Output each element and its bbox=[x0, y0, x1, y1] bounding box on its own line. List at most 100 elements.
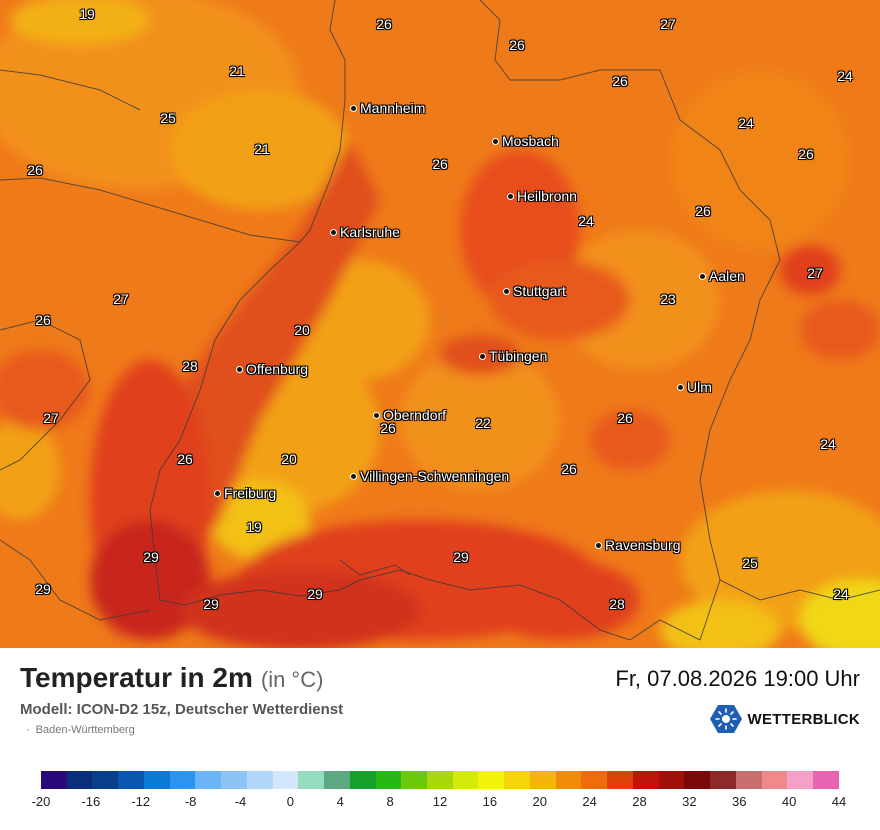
scale-swatch bbox=[118, 771, 144, 789]
scale-swatch bbox=[427, 771, 453, 789]
city-name: Ulm bbox=[687, 379, 712, 395]
temperature-value: 26 bbox=[35, 312, 51, 328]
scale-swatch bbox=[761, 771, 788, 789]
temperature-value: 26 bbox=[561, 461, 577, 477]
scale-swatch bbox=[504, 771, 530, 789]
city-dot-icon bbox=[479, 352, 486, 360]
unit-label: (in °C) bbox=[260, 667, 324, 692]
scale-swatch bbox=[41, 771, 67, 789]
brand-text: WETTERBLICK bbox=[747, 710, 860, 728]
temperature-value: 26 bbox=[509, 37, 525, 53]
scale-tick-label: -12 bbox=[131, 794, 151, 809]
scale-swatch bbox=[401, 771, 428, 789]
temperature-value: 29 bbox=[35, 581, 51, 597]
city-marker[interactable]: Aalen bbox=[699, 268, 745, 284]
temperature-value: 24 bbox=[578, 213, 594, 229]
scale-tick-label: 0 bbox=[286, 794, 294, 809]
scale-swatch bbox=[813, 771, 839, 789]
city-marker[interactable]: Villingen-Schwenningen bbox=[350, 468, 509, 484]
city-name: Freiburg bbox=[224, 485, 277, 501]
scale-swatch bbox=[478, 771, 505, 789]
city-dot-icon bbox=[214, 489, 221, 497]
city-marker[interactable]: Tübingen bbox=[479, 348, 547, 364]
temperature-value: 24 bbox=[820, 436, 836, 452]
scale-tick-label: 28 bbox=[632, 794, 647, 809]
scale-ticks: -20 -16 -12 -8 -4 0 4 8 12 16 20 24 28 32 36 40 44 bbox=[32, 794, 847, 812]
scale-swatch bbox=[581, 771, 608, 789]
scale-swatch bbox=[143, 771, 170, 789]
scale-tick-label: 12 bbox=[432, 794, 448, 809]
city-dot-icon bbox=[677, 383, 684, 391]
city-dot-icon bbox=[350, 104, 357, 112]
temperature-value: 29 bbox=[453, 549, 469, 565]
scale-tick-label: 32 bbox=[682, 794, 697, 809]
temperature-value: 24 bbox=[833, 586, 849, 602]
temperature-value: 27 bbox=[43, 410, 59, 426]
scale-tick-label: -8 bbox=[184, 794, 197, 809]
temperature-value: 28 bbox=[609, 596, 625, 612]
scale-swatch bbox=[272, 771, 299, 789]
city-name: Offenburg bbox=[246, 361, 309, 377]
temperature-value: 25 bbox=[742, 555, 758, 571]
scale-tick-label: -20 bbox=[31, 794, 51, 809]
temperature-value: 20 bbox=[281, 451, 297, 467]
city-marker[interactable]: Heilbronn bbox=[507, 188, 577, 204]
scale-tick-label: -16 bbox=[81, 794, 101, 809]
scale-swatch bbox=[246, 771, 273, 789]
temperature-map[interactable]: Mannheim Mosbach Heilbronn Karlsruhe Aalen St… bbox=[0, 0, 880, 648]
sun-hexagon-icon bbox=[709, 705, 742, 733]
city-marker[interactable]: Stuttgart bbox=[503, 283, 566, 299]
region-label: Baden-Württemberg bbox=[26, 724, 135, 736]
city-name: Mosbach bbox=[502, 133, 559, 149]
city-name: Villingen-Schwenningen bbox=[360, 468, 510, 484]
scale-swatch bbox=[92, 771, 119, 789]
city-marker[interactable]: Ravensburg bbox=[595, 537, 681, 553]
scale-swatch bbox=[607, 771, 633, 789]
city-dot-icon bbox=[373, 411, 380, 419]
temperature-value: 29 bbox=[307, 586, 323, 602]
scale-swatch bbox=[324, 771, 350, 789]
scale-tick-label: 40 bbox=[781, 794, 797, 809]
city-marker[interactable]: Karlsruhe bbox=[330, 224, 400, 240]
scale-tick-label: 16 bbox=[482, 794, 498, 809]
city-marker[interactable]: Mannheim bbox=[350, 100, 425, 116]
scale-swatch bbox=[632, 771, 659, 789]
city-dot-icon bbox=[595, 541, 602, 549]
brand-logo[interactable]: WETTERBLICK bbox=[709, 704, 860, 734]
scale-swatch bbox=[375, 771, 402, 789]
scale-swatch bbox=[684, 771, 711, 789]
temperature-value: 20 bbox=[294, 322, 310, 338]
city-name: Heilbronn bbox=[517, 188, 577, 204]
city-dot-icon bbox=[330, 228, 337, 236]
city-name: Ravensburg bbox=[605, 537, 681, 553]
city-dot-icon bbox=[503, 287, 510, 295]
map-footer: Temperatur in 2m (in °C) Fr, 07.08.2026 1… bbox=[0, 648, 880, 830]
scale-swatch bbox=[658, 771, 685, 789]
model-info: Modell: ICON-D2 15z, Deutscher Wetterdie… bbox=[20, 701, 344, 718]
scale-tick-label: 8 bbox=[386, 794, 394, 809]
map-title: Temperatur in 2m (in °C) bbox=[20, 662, 323, 694]
temperature-value: 29 bbox=[143, 549, 159, 565]
scale-tick-label: -4 bbox=[234, 794, 247, 809]
scale-tick-label: 44 bbox=[831, 794, 847, 809]
scale-swatch bbox=[66, 771, 93, 789]
scale-swatch bbox=[555, 771, 582, 789]
forecast-datetime: Fr, 07.08.2026 19:00 Uhr bbox=[615, 666, 860, 691]
scale-tick-label: 4 bbox=[336, 794, 344, 809]
city-marker[interactable]: Offenburg bbox=[236, 361, 308, 377]
city-name: Tübingen bbox=[489, 348, 548, 364]
city-dot-icon bbox=[699, 272, 706, 280]
city-marker[interactable]: Freiburg bbox=[214, 485, 276, 501]
city-marker[interactable]: Oberndorf bbox=[373, 407, 446, 423]
map-heatfield bbox=[0, 0, 880, 648]
temperature-value: 24 bbox=[837, 68, 853, 84]
scale-swatch bbox=[349, 771, 376, 789]
city-marker[interactable]: Ulm bbox=[677, 379, 712, 395]
temperature-value: 27 bbox=[113, 291, 129, 307]
scale-tick-label: 20 bbox=[532, 794, 547, 809]
scale-tick-label: 24 bbox=[582, 794, 597, 809]
city-marker[interactable]: Mosbach bbox=[492, 133, 559, 149]
temperature-value: 19 bbox=[79, 6, 95, 22]
temperature-value: 26 bbox=[612, 73, 628, 89]
city-name: Mannheim bbox=[360, 100, 426, 116]
